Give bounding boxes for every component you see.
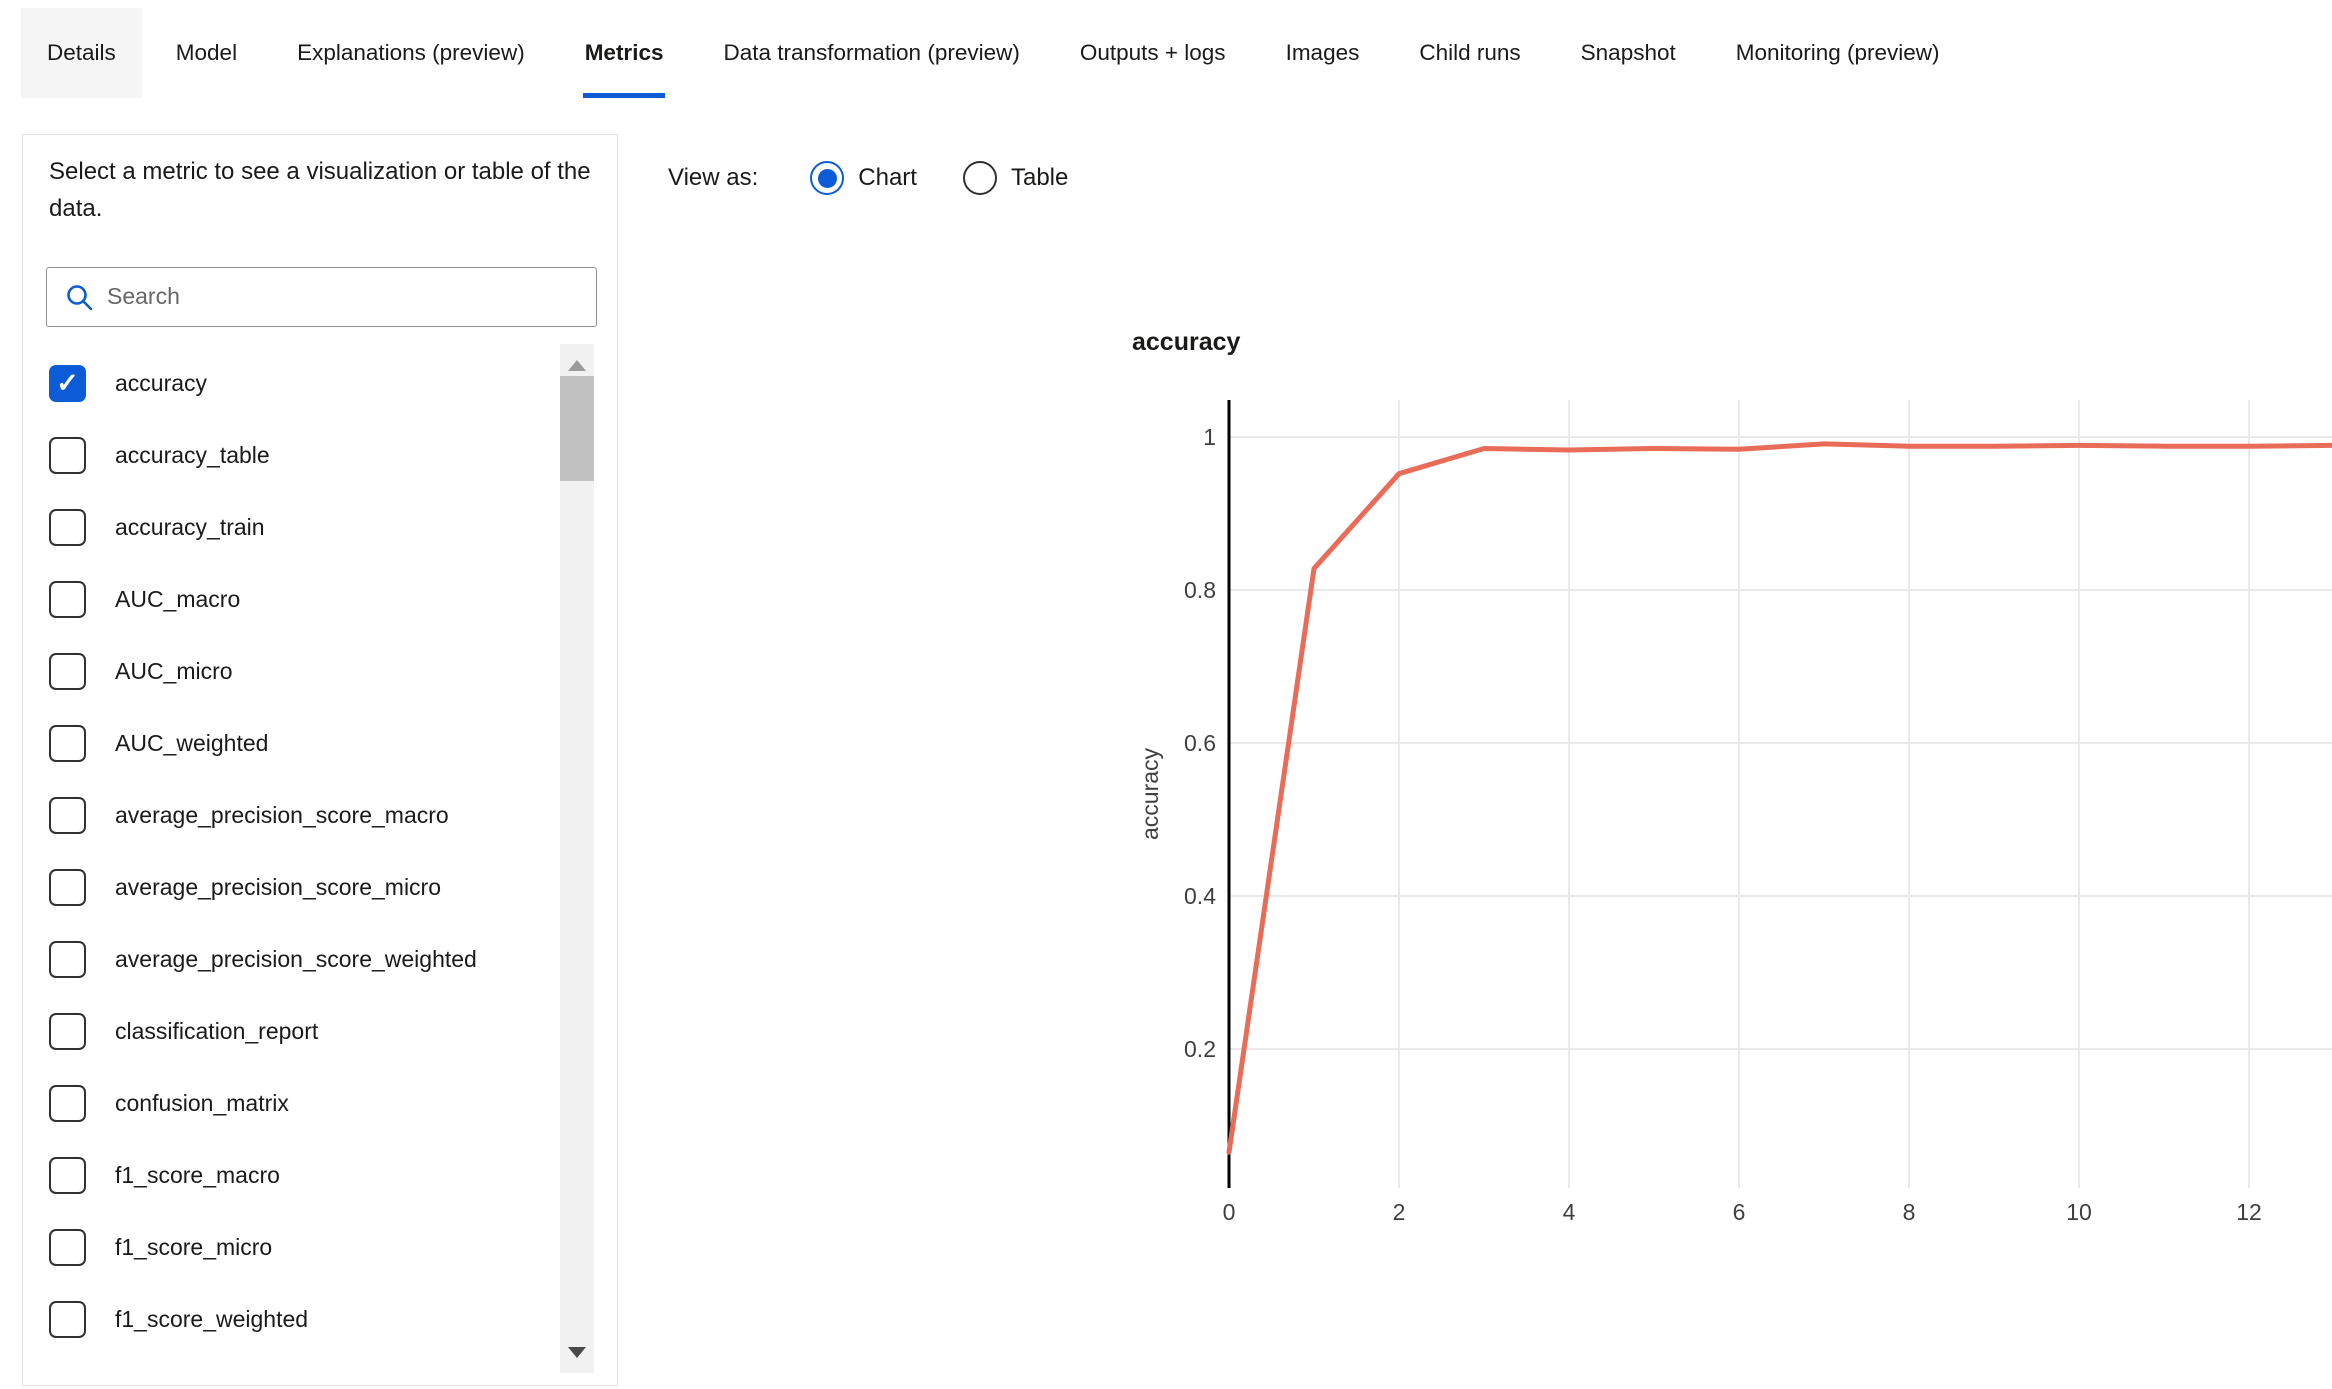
tab-snapshot[interactable]: Snapshot: [1580, 40, 1676, 65]
metric-label: accuracy_table: [115, 441, 270, 468]
metric-label: average_precision_score_micro: [115, 873, 441, 900]
x-tick-label: 8: [1903, 1199, 1916, 1225]
chart-title: accuracy: [1132, 328, 1241, 356]
tab-bar: Details Model Explanations (preview) Metric…: [21, 8, 1966, 98]
metric-item-accuracy-table[interactable]: accuracy_table: [49, 419, 270, 491]
metric-selector-panel: Select a metric to see a visualization o…: [22, 134, 618, 1386]
y-axis-title: accuracy: [1137, 747, 1163, 840]
metric-item-auc-weighted[interactable]: AUC_weighted: [49, 707, 268, 779]
x-tick-label: 2: [1393, 1199, 1406, 1225]
metric-item-auc-macro[interactable]: AUC_macro: [49, 563, 240, 635]
search-input[interactable]: [107, 268, 587, 324]
metric-label: AUC_weighted: [115, 729, 269, 756]
metric-label: AUC_micro: [115, 657, 233, 684]
metric-label: average_precision_score_macro: [115, 801, 449, 828]
x-tick-label: 10: [2066, 1199, 2092, 1225]
checkbox-unchecked[interactable]: [49, 1228, 86, 1266]
checkbox-unchecked[interactable]: [49, 868, 86, 906]
tab-images[interactable]: Images: [1285, 40, 1360, 65]
metric-item-average-precision-score-weighted[interactable]: average_precision_score_weighted: [49, 923, 477, 995]
metric-label: f1_score_macro: [115, 1161, 280, 1188]
metric-label: classification_report: [115, 1017, 319, 1044]
x-tick-label: 0: [1223, 1199, 1236, 1225]
checkbox-unchecked[interactable]: [49, 724, 86, 762]
metric-label: AUC_macro: [115, 585, 241, 612]
metric-list: ✓ accuracy accuracy_table accuracy_train AUC…: [23, 344, 560, 1387]
y-tick-label: 1: [1203, 424, 1216, 450]
checkbox-unchecked[interactable]: [49, 508, 86, 546]
search-icon: [64, 282, 96, 319]
checkbox-unchecked[interactable]: [49, 1012, 86, 1050]
y-tick-label: 0.2: [1184, 1036, 1216, 1062]
metric-label: confusion_matrix: [115, 1089, 289, 1116]
x-tick-label: 12: [2236, 1199, 2262, 1225]
scrollbar-up-button[interactable]: [560, 344, 594, 386]
y-tick-label: 0.8: [1184, 577, 1216, 603]
metric-item-f1-score-weighted[interactable]: f1_score_weighted: [49, 1283, 308, 1355]
metric-item-f1-score-macro[interactable]: f1_score_macro: [49, 1139, 280, 1211]
checkbox-unchecked[interactable]: [49, 580, 86, 618]
tab-model[interactable]: Model: [175, 40, 238, 65]
metric-search-box: [46, 267, 597, 327]
scroll-down-icon: [568, 1346, 586, 1358]
checkbox-unchecked[interactable]: [49, 1300, 86, 1338]
view-as-label: View as:: [668, 164, 759, 191]
metric-item-auc-micro[interactable]: AUC_micro: [49, 635, 233, 707]
metric-label: f1_score_micro: [115, 1233, 273, 1260]
y-tick-label: 0.4: [1184, 883, 1216, 909]
metric-label: average_precision_score_weighted: [115, 945, 477, 972]
checkbox-unchecked[interactable]: [49, 1156, 86, 1194]
metric-item-average-precision-score-macro[interactable]: average_precision_score_macro: [49, 779, 449, 851]
metric-label: accuracy_train: [115, 513, 265, 540]
y-tick-label: 0.6: [1184, 730, 1216, 756]
checkbox-checked-icon[interactable]: ✓: [49, 364, 86, 402]
metric-list-scrollbar[interactable]: [560, 344, 594, 1373]
metric-label: accuracy: [115, 369, 208, 396]
accuracy-series-line: [1226, 441, 2332, 1155]
tab-data-transformation-preview[interactable]: Data transformation (preview): [723, 40, 1020, 65]
metric-label: f1_score_weighted: [115, 1305, 309, 1332]
tab-monitoring-preview[interactable]: Monitoring (preview): [1735, 40, 1940, 65]
radio-option-label: Table: [1010, 164, 1069, 191]
tab-explanations-preview[interactable]: Explanations (preview): [297, 40, 525, 65]
metric-item-classification-report[interactable]: classification_report: [49, 995, 318, 1067]
tab-metrics[interactable]: Metrics: [559, 8, 690, 98]
scrollbar-thumb[interactable]: [560, 376, 594, 481]
checkbox-unchecked[interactable]: [49, 940, 86, 978]
checkbox-unchecked[interactable]: [49, 652, 86, 690]
metric-item-confusion-matrix[interactable]: confusion_matrix: [49, 1067, 289, 1139]
metric-item-f1-score-micro[interactable]: f1_score_micro: [49, 1211, 272, 1283]
radio-option-table[interactable]: Table: [962, 161, 1069, 195]
metric-item-accuracy-train[interactable]: accuracy_train: [49, 491, 265, 563]
metric-item-accuracy[interactable]: ✓ accuracy: [49, 347, 207, 419]
checkbox-unchecked[interactable]: [49, 1084, 86, 1122]
tab-details[interactable]: Details: [21, 8, 142, 98]
radio-option-label: Chart: [858, 164, 917, 191]
view-as-group: View as: Chart Table: [668, 158, 1114, 198]
checkbox-unchecked[interactable]: [49, 436, 86, 474]
metric-item-average-precision-score-micro[interactable]: average_precision_score_micro: [49, 851, 441, 923]
x-tick-label: 4: [1563, 1199, 1576, 1225]
x-tick-label: 6: [1733, 1199, 1746, 1225]
tab-outputs-logs[interactable]: Outputs + logs: [1079, 40, 1226, 65]
tab-child-runs[interactable]: Child runs: [1419, 40, 1521, 65]
radio-option-chart[interactable]: Chart: [810, 161, 917, 195]
radio-selected-icon[interactable]: [810, 161, 845, 195]
scrollbar-down-button[interactable]: [560, 1331, 594, 1373]
metric-panel-instruction: Select a metric to see a visualization o…: [49, 158, 591, 222]
radio-unselected-icon[interactable]: [962, 161, 997, 195]
checkbox-unchecked[interactable]: [49, 796, 86, 834]
scroll-up-icon: [568, 359, 586, 371]
